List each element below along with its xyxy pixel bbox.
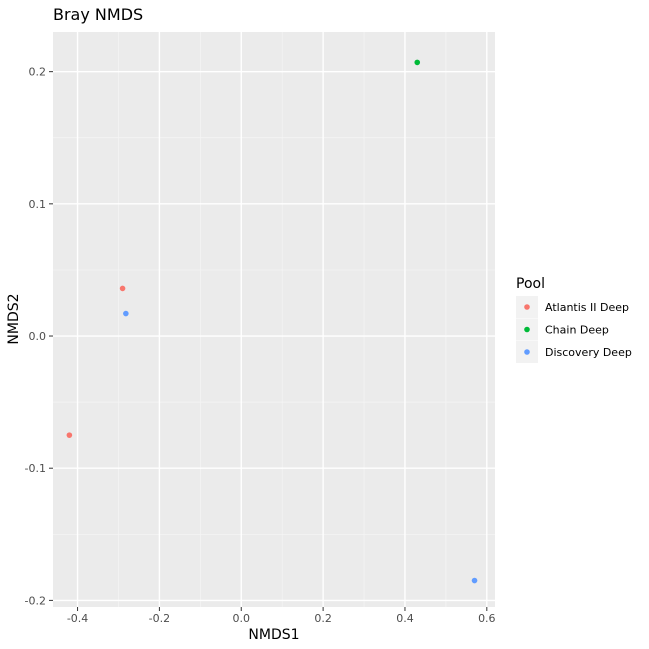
plot-panel: [53, 32, 495, 607]
x-tick-label: 0.4: [396, 612, 414, 625]
legend-label: Atlantis II Deep: [545, 301, 629, 314]
x-axis: -0.4 -0.2 0.0 0.2 0.4 0.6: [67, 607, 496, 625]
x-tick-label: -0.4: [67, 612, 88, 625]
data-point: [66, 432, 73, 438]
grid-lines: [53, 32, 495, 607]
y-tick-label: 0.2: [29, 66, 47, 79]
x-tick-label: 0.6: [478, 612, 496, 625]
legend: Pool Atlantis II Deep Chain Deep Discovery…: [516, 276, 632, 363]
legend-label: Discovery Deep: [545, 346, 632, 359]
y-axis-title: NMDS2: [6, 293, 22, 344]
x-tick-label: -0.2: [149, 612, 170, 625]
legend-marker: [524, 349, 530, 355]
data-points: [66, 59, 478, 584]
data-point: [414, 59, 421, 66]
data-point: [471, 577, 478, 584]
legend-title: Pool: [516, 276, 545, 292]
y-tick-label: -0.1: [25, 462, 46, 475]
legend-marker: [524, 304, 530, 310]
y-tick-label: 0.1: [29, 198, 47, 211]
x-axis-title: NMDS1: [248, 627, 299, 643]
legend-marker: [524, 326, 530, 333]
x-tick-label: 0.0: [233, 612, 251, 625]
x-tick-label: 0.2: [314, 612, 332, 625]
y-tick-label: -0.2: [25, 594, 46, 607]
legend-label: Chain Deep: [545, 324, 609, 337]
plot-title: Bray NMDS: [53, 5, 143, 24]
data-point: [123, 310, 129, 317]
y-axis: 0.2 0.1 0.0 -0.1 -0.2: [25, 66, 53, 607]
data-point: [119, 285, 126, 292]
y-tick-label: 0.0: [29, 330, 47, 343]
